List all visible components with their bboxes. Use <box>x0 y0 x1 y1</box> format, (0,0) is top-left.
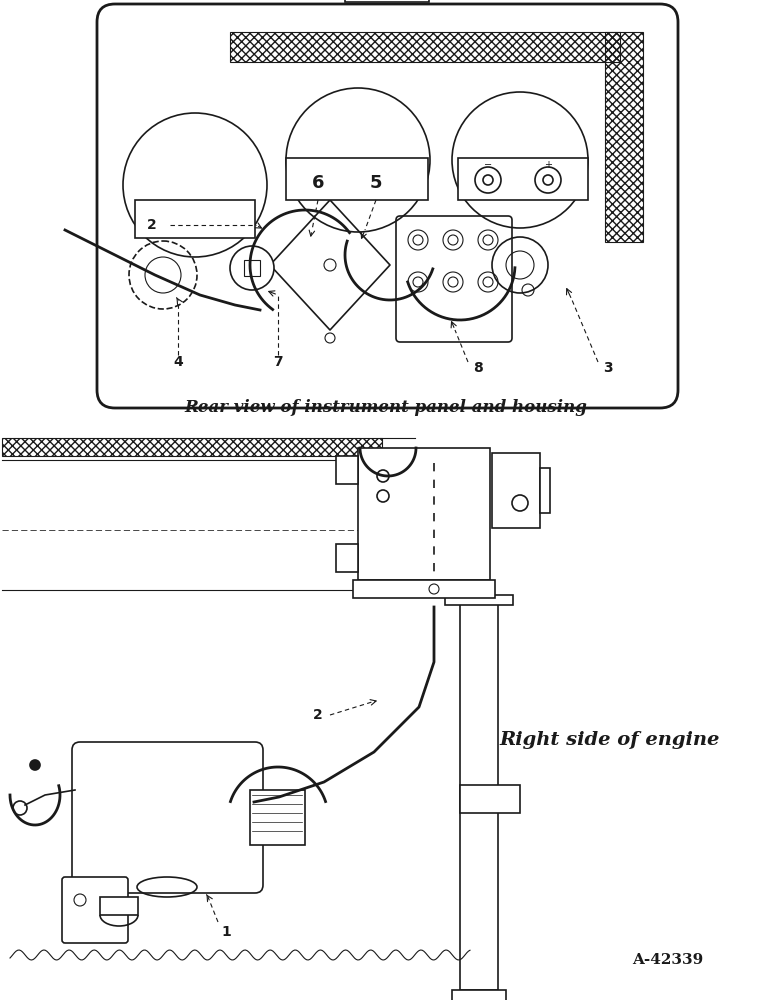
Bar <box>336 456 358 484</box>
Bar <box>100 897 138 915</box>
Circle shape <box>408 272 428 292</box>
Text: Rear view of instrument panel and housing: Rear view of instrument panel and housin… <box>185 399 587 416</box>
Text: 1: 1 <box>221 925 231 939</box>
Circle shape <box>408 230 428 250</box>
Circle shape <box>512 495 528 511</box>
Text: 7: 7 <box>273 355 283 369</box>
FancyBboxPatch shape <box>72 742 263 893</box>
Circle shape <box>478 230 498 250</box>
Bar <box>345 0 429 2</box>
Text: 2: 2 <box>147 218 157 232</box>
Bar <box>336 544 358 572</box>
Circle shape <box>30 760 40 770</box>
Text: +: + <box>544 160 552 170</box>
Circle shape <box>478 272 498 292</box>
Bar <box>286 158 428 200</box>
Bar <box>244 260 260 276</box>
Bar <box>230 32 620 62</box>
Bar <box>458 158 588 200</box>
FancyBboxPatch shape <box>97 4 678 408</box>
Bar <box>135 200 255 238</box>
Circle shape <box>443 230 463 250</box>
Text: 2: 2 <box>313 708 323 722</box>
Bar <box>605 32 643 242</box>
Bar <box>353 580 495 598</box>
Bar <box>540 468 550 513</box>
Text: 8: 8 <box>473 361 482 375</box>
Bar <box>452 990 506 1000</box>
Text: −: − <box>484 160 492 170</box>
Bar <box>460 600 498 990</box>
Text: Right side of engine: Right side of engine <box>499 731 720 749</box>
Bar <box>2 438 382 456</box>
Text: 4: 4 <box>173 355 183 369</box>
Bar <box>250 790 305 845</box>
Circle shape <box>123 113 267 257</box>
Circle shape <box>230 246 274 290</box>
Text: 6: 6 <box>312 174 324 192</box>
Bar <box>445 595 513 605</box>
Bar <box>460 785 520 813</box>
Bar <box>492 453 540 528</box>
Circle shape <box>443 272 463 292</box>
FancyBboxPatch shape <box>62 877 128 943</box>
Text: 3: 3 <box>603 361 613 375</box>
Text: 5: 5 <box>370 174 382 192</box>
Text: A-42339: A-42339 <box>632 953 703 967</box>
Bar <box>358 448 490 580</box>
